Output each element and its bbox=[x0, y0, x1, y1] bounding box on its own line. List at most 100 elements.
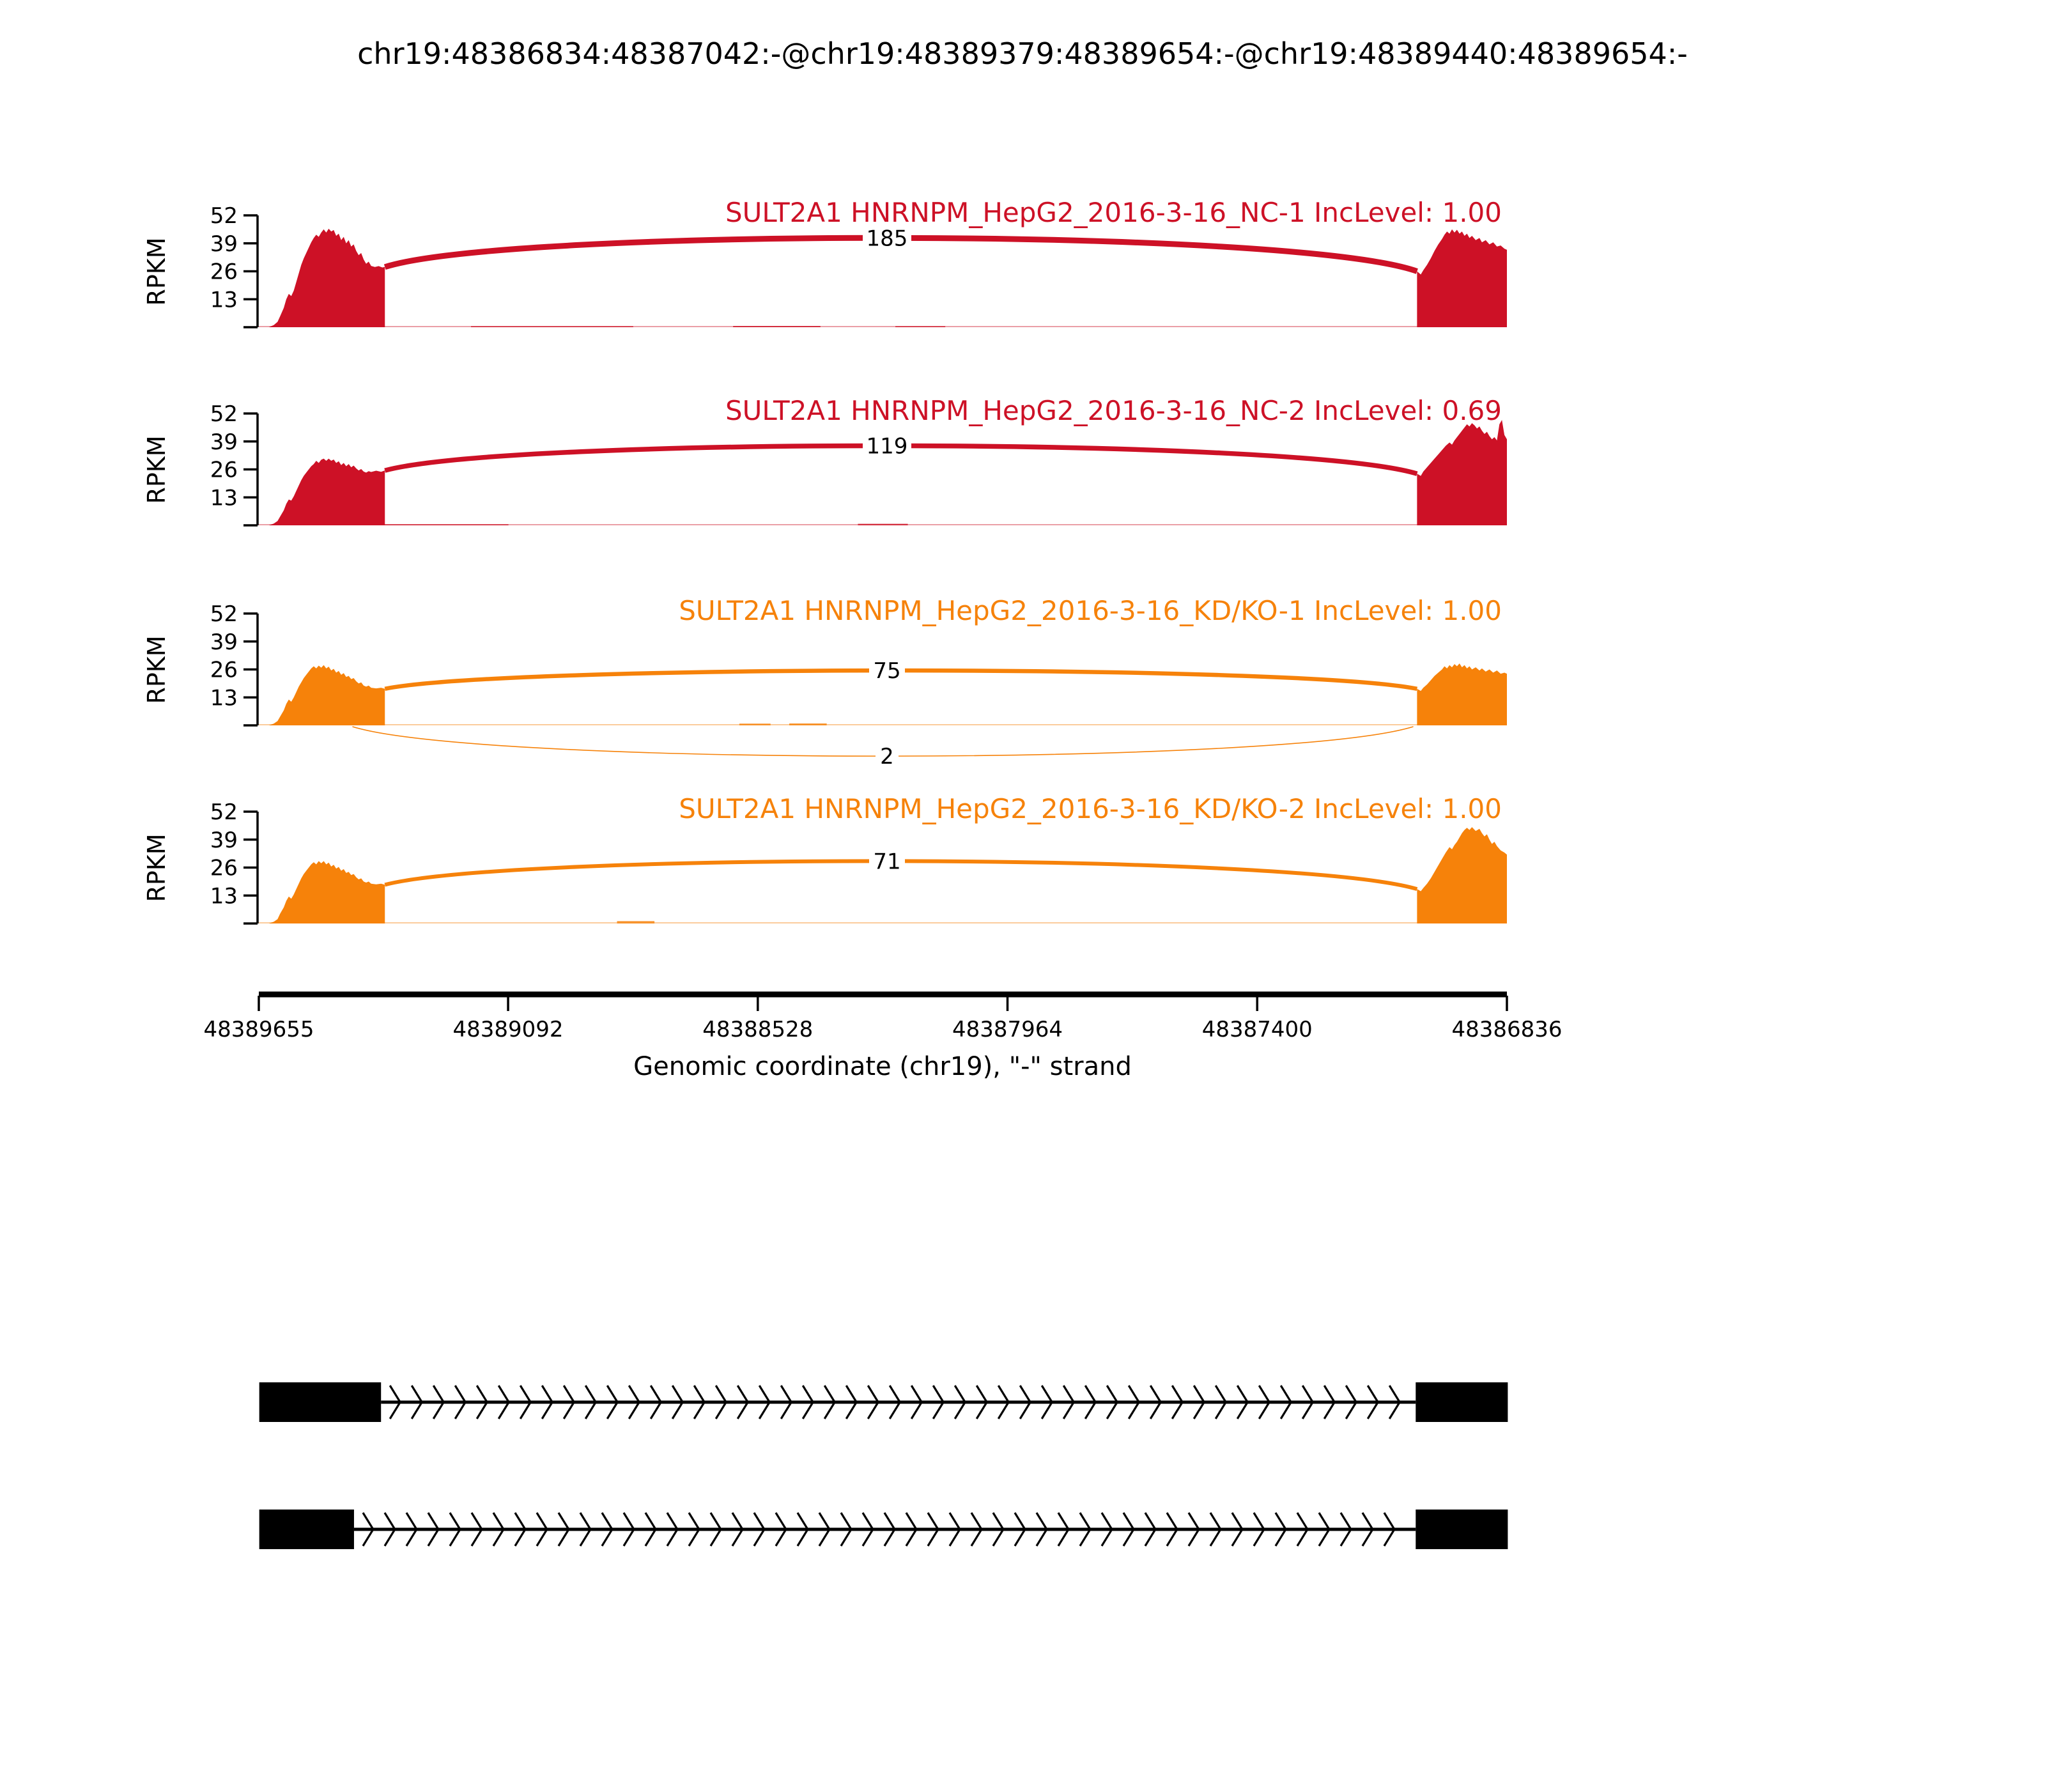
intron-coverage-bump bbox=[858, 523, 908, 525]
strand-direction-chevron-icon bbox=[753, 1512, 766, 1547]
y-axis-label: RPKM bbox=[143, 237, 171, 305]
strand-direction-chevron-icon bbox=[818, 1512, 831, 1547]
strand-direction-chevron-icon bbox=[383, 1512, 396, 1547]
strand-direction-chevron-icon bbox=[470, 1512, 483, 1547]
track-title: SULT2A1 HNRNPM_HepG2_2016-3-16_KD/KO-2 I… bbox=[679, 793, 1502, 824]
strand-direction-chevron-icon bbox=[910, 1385, 923, 1419]
strand-direction-chevron-icon bbox=[671, 1385, 684, 1419]
intron-coverage-bump bbox=[471, 326, 633, 327]
exon-coverage-left bbox=[268, 665, 385, 725]
exon-coverage-left bbox=[268, 458, 385, 525]
exon-coverage-right bbox=[1417, 663, 1507, 725]
transcript-isoform-long-exon bbox=[259, 1382, 1508, 1422]
strand-direction-chevron-icon bbox=[1253, 1512, 1265, 1547]
strand-direction-chevron-icon bbox=[427, 1512, 440, 1547]
strand-direction-chevron-icon bbox=[1388, 1385, 1401, 1419]
strand-direction-chevron-icon bbox=[1035, 1512, 1048, 1547]
strand-direction-chevron-icon bbox=[997, 1385, 1010, 1419]
strand-direction-chevron-icon bbox=[497, 1385, 511, 1419]
strand-direction-chevron-icon bbox=[492, 1512, 505, 1547]
strand-direction-chevron-icon bbox=[1149, 1385, 1162, 1419]
y-axis-tick-label: 13 bbox=[210, 287, 238, 313]
exon-coverage-left bbox=[268, 228, 385, 327]
strand-direction-chevron-icon bbox=[861, 1512, 874, 1547]
strand-direction-chevron-icon bbox=[796, 1512, 809, 1547]
strand-direction-chevron-icon bbox=[1345, 1385, 1358, 1419]
y-axis-tick-label: 13 bbox=[210, 685, 238, 711]
junction-count-label: 185 bbox=[867, 226, 908, 251]
strand-direction-chevron-icon bbox=[1057, 1512, 1070, 1547]
strand-direction-chevron-icon bbox=[1231, 1512, 1244, 1547]
strand-direction-chevron-icon bbox=[867, 1385, 880, 1419]
strand-direction-chevron-icon bbox=[1106, 1385, 1119, 1419]
strand-direction-chevron-icon bbox=[1192, 1385, 1206, 1419]
strand-direction-chevron-icon bbox=[888, 1385, 902, 1419]
strand-direction-chevron-icon bbox=[541, 1385, 554, 1419]
strand-direction-chevron-icon bbox=[628, 1385, 641, 1419]
strand-direction-chevron-icon bbox=[1084, 1385, 1097, 1419]
strand-direction-chevron-icon bbox=[557, 1512, 570, 1547]
strand-direction-chevron-icon bbox=[1366, 1385, 1380, 1419]
y-axis-tick-label: 39 bbox=[210, 828, 238, 853]
strand-direction-chevron-icon bbox=[758, 1385, 771, 1419]
junction-count-backing bbox=[876, 743, 899, 770]
strand-direction-chevron-icon bbox=[1100, 1512, 1113, 1547]
intron-coverage-bump bbox=[895, 326, 946, 327]
strand-direction-chevron-icon bbox=[362, 1512, 374, 1547]
x-axis: 48389655 48389092 48388528 48387964 48387400… bbox=[203, 991, 1563, 1042]
intron-coverage-bump bbox=[383, 524, 509, 525]
strand-direction-chevron-icon bbox=[736, 1385, 750, 1419]
y-axis-tick-label: 26 bbox=[210, 658, 238, 683]
strand-direction-chevron-icon bbox=[584, 1385, 598, 1419]
y-axis-tick-label: 26 bbox=[210, 458, 238, 483]
strand-direction-chevron-icon bbox=[1187, 1512, 1200, 1547]
strand-direction-chevron-icon bbox=[432, 1385, 445, 1419]
junction-count-backing bbox=[869, 847, 905, 875]
y-axis-label: RPKM bbox=[143, 435, 171, 504]
y-axis-tick-label: 39 bbox=[210, 630, 238, 655]
strand-direction-chevron-icon bbox=[1383, 1512, 1396, 1547]
strand-direction-chevron-icon bbox=[1171, 1385, 1184, 1419]
exon-box bbox=[1416, 1382, 1508, 1422]
y-axis-tick-label: 39 bbox=[210, 231, 238, 257]
strand-direction-chevron-icon bbox=[1274, 1512, 1287, 1547]
strand-direction-chevron-icon bbox=[454, 1385, 467, 1419]
strand-direction-chevron-icon bbox=[1339, 1512, 1352, 1547]
exon-coverage-right bbox=[1417, 420, 1507, 525]
strand-direction-chevron-icon bbox=[780, 1385, 793, 1419]
exon-coverage-right bbox=[1417, 229, 1507, 327]
strand-direction-chevron-icon bbox=[927, 1512, 939, 1547]
strand-direction-chevron-icon bbox=[1079, 1512, 1092, 1547]
intron-coverage-bump bbox=[739, 723, 771, 725]
y-axis-tick-label: 52 bbox=[210, 799, 238, 825]
strand-direction-chevron-icon bbox=[1258, 1385, 1271, 1419]
y-axis-tick-label: 13 bbox=[210, 883, 238, 909]
strand-direction-chevron-icon bbox=[622, 1512, 635, 1547]
strand-direction-chevron-icon bbox=[1122, 1512, 1135, 1547]
x-axis-tick-label: 48389655 bbox=[203, 1017, 314, 1042]
track-title: SULT2A1 HNRNPM_HepG2_2016-3-16_NC-2 IncL… bbox=[725, 395, 1502, 426]
strand-direction-chevron-icon bbox=[475, 1385, 489, 1419]
strand-direction-chevron-icon bbox=[1279, 1385, 1293, 1419]
plot-title: chr19:48386834:48387042:-@chr19:48389379… bbox=[357, 36, 1688, 71]
strand-direction-chevron-icon bbox=[666, 1512, 679, 1547]
strand-direction-chevron-icon bbox=[1301, 1385, 1315, 1419]
strand-direction-chevron-icon bbox=[389, 1385, 402, 1419]
strand-direction-chevron-icon bbox=[601, 1512, 614, 1547]
strand-direction-chevron-icon bbox=[410, 1385, 424, 1419]
intron-coverage-bump bbox=[617, 921, 655, 923]
strand-direction-chevron-icon bbox=[536, 1512, 548, 1547]
strand-direction-chevron-icon bbox=[519, 1385, 532, 1419]
strand-direction-chevron-icon bbox=[823, 1385, 837, 1419]
strand-direction-chevron-icon bbox=[1166, 1512, 1178, 1547]
strand-direction-chevron-icon bbox=[1040, 1385, 1054, 1419]
x-axis-tick-label: 48387964 bbox=[952, 1017, 1063, 1042]
strand-direction-chevron-icon bbox=[514, 1512, 527, 1547]
strand-direction-chevron-icon bbox=[405, 1512, 418, 1547]
strand-direction-chevron-icon bbox=[562, 1385, 576, 1419]
y-axis-tick-label: 13 bbox=[210, 485, 238, 511]
